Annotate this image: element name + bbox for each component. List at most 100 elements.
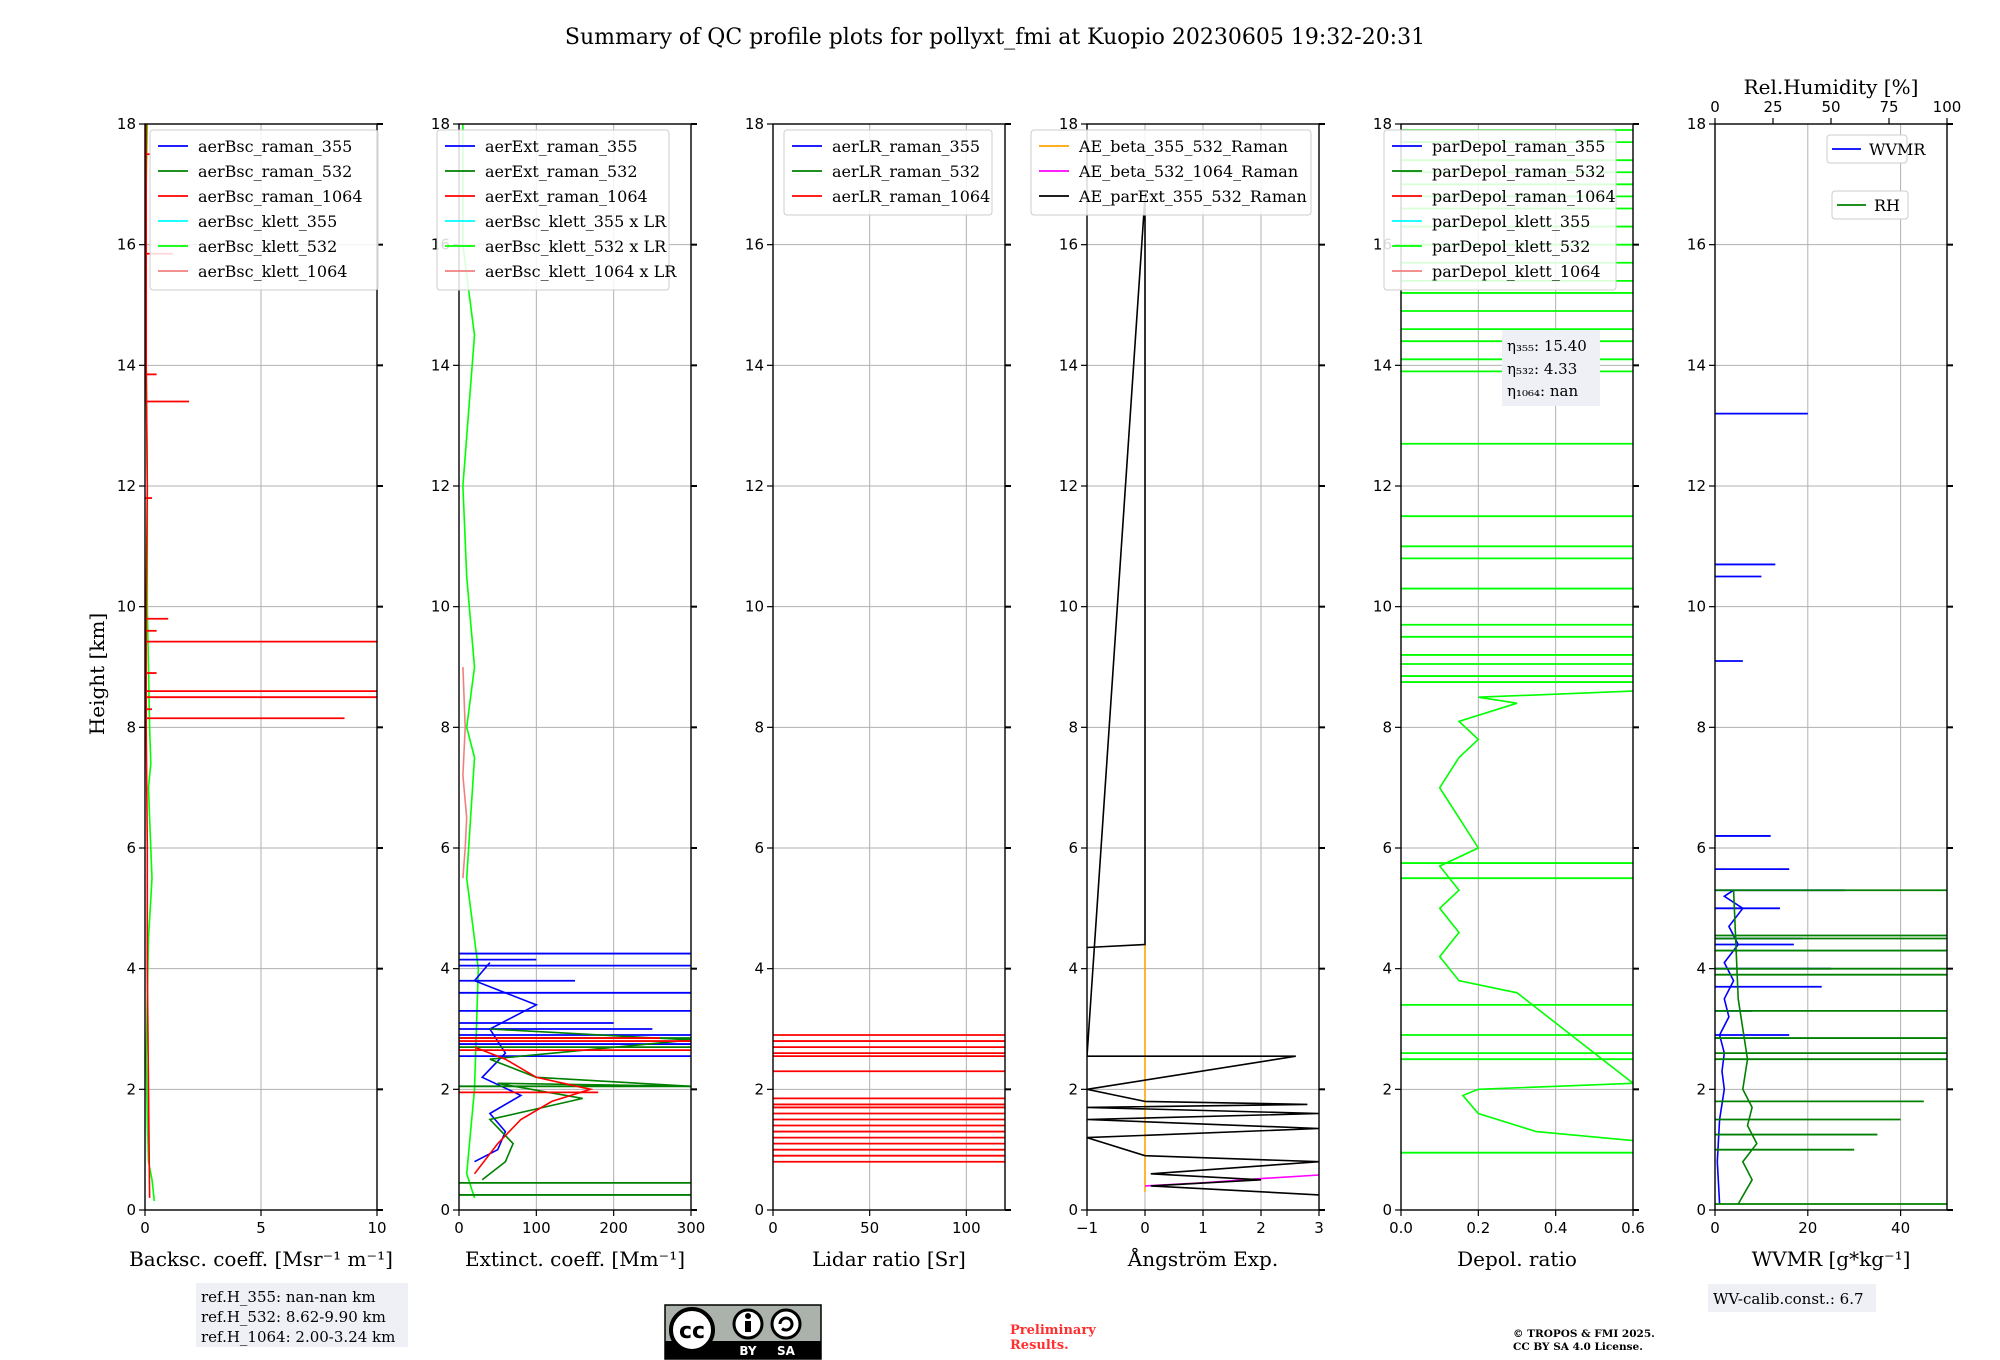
y-tick-label: 16	[745, 236, 764, 254]
x-tick-label: 3	[1314, 1219, 1324, 1237]
y-tick-label: 8	[1068, 718, 1078, 736]
y-tick-label: 6	[440, 839, 450, 857]
preliminary-line1: Preliminary	[1010, 1323, 1096, 1338]
panel-frame	[1714, 123, 1948, 1211]
x-tick-label: 2	[1256, 1219, 1266, 1237]
legend-label: aerBsc_klett_355	[198, 212, 337, 231]
y-tick-label: 4	[754, 960, 764, 978]
series-line	[473, 1046, 594, 1175]
legend-label: AE_beta_355_532_Raman	[1078, 137, 1288, 156]
y-tick-label: 14	[1059, 356, 1078, 374]
panel-5: 0 20 40 0 2 4 6 8 10 12 14 16 18 WVMR [g*kg⁻¹] 0 25 50 75…	[1687, 75, 1961, 1271]
legend-label: aerExt_raman_1064	[485, 187, 648, 206]
y-tick-label: 14	[431, 356, 450, 374]
x-tick-label: 0	[1140, 1219, 1150, 1237]
series-group	[1087, 196, 1319, 1196]
legend-label: aerBsc_klett_532	[198, 237, 337, 256]
legend-label: aerExt_raman_355	[485, 137, 638, 156]
panel-0: 0 5 10 0 2 4 6 8 10 12 14 16 18 Backsc. coeff. [Msr⁻¹…	[117, 115, 393, 1271]
legend-label: aerLR_raman_532	[832, 162, 980, 181]
cc-circle-icon	[669, 1307, 715, 1353]
y-tick-label: 2	[1696, 1080, 1706, 1098]
y-tick-label: 4	[440, 960, 450, 978]
y-tick-label: 4	[126, 960, 136, 978]
y-tick-label: 0	[1696, 1201, 1706, 1219]
legend-label: aerBsc_klett_532 x LR	[485, 237, 667, 256]
sa-share-icon	[770, 1308, 802, 1340]
series-line	[481, 1028, 691, 1181]
top-tick-label: 100	[1933, 98, 1962, 116]
legend-label: AE_parExt_355_532_Raman	[1078, 187, 1307, 206]
top-tick-label: 50	[1821, 98, 1840, 116]
legend-label: aerBsc_klett_1064 x LR	[485, 262, 677, 281]
ref-h-532: ref.H_532: 8.62-9.90 km	[201, 1308, 386, 1326]
x-tick-label: 0	[1710, 1219, 1720, 1237]
x-tick-label: 1	[1198, 1219, 1208, 1237]
series-group	[145, 124, 377, 1202]
y-tick-label: 12	[1059, 477, 1078, 495]
legend-label: parDepol_raman_1064	[1432, 187, 1616, 206]
y-tick-label: 18	[117, 115, 136, 133]
y-tick-label: 6	[126, 839, 136, 857]
legend-box	[1831, 190, 1909, 220]
legend-box	[1383, 129, 1617, 291]
x-axis-label: Lidar ratio [Sr]	[812, 1247, 966, 1271]
panel-1: 0100200300024681012141618Extinct. coeff.…	[431, 115, 705, 1271]
wv-calib-bg	[1708, 1284, 1876, 1312]
eta-532: η₅₃₂: 4.33	[1507, 360, 1577, 378]
y-tick-label: 12	[117, 477, 136, 495]
legend-label: parDepol_klett_1064	[1432, 262, 1601, 281]
legend-box	[149, 129, 379, 291]
y-tick-label: 16	[1059, 236, 1078, 254]
legend-box	[1030, 129, 1312, 216]
copyright-line1: © TROPOS & FMI 2025.	[1513, 1328, 1655, 1340]
legend-label: aerLR_raman_355	[832, 137, 980, 156]
legend-label: parDepol_raman_355	[1432, 137, 1605, 156]
x-tick-label: 5	[256, 1219, 266, 1237]
legend-label: parDepol_klett_532	[1432, 237, 1590, 256]
cc-by-sa-logo: cc BY SA	[664, 1304, 822, 1360]
legend-label: parDepol_klett_355	[1432, 212, 1590, 231]
copyright-line2: CC BY SA 4.0 License.	[1513, 1341, 1643, 1353]
y-tick-label: 8	[126, 718, 136, 736]
y-tick-label: 8	[440, 718, 450, 736]
y-axis-label: Height [km]	[85, 613, 109, 735]
y-tick-label: 16	[1687, 236, 1706, 254]
y-tick-label: 14	[745, 356, 764, 374]
y-tick-label: 14	[1373, 356, 1392, 374]
y-tick-label: 6	[1696, 839, 1706, 857]
x-tick-label: 50	[860, 1219, 879, 1237]
panel-frame	[458, 123, 692, 1211]
series-line	[1087, 196, 1319, 1196]
legend-label: RH	[1874, 196, 1900, 215]
x-tick-label: 200	[599, 1219, 628, 1237]
y-tick-label: 10	[745, 598, 764, 616]
series-line	[145, 124, 151, 1198]
eta-1064: η₁₀₆₄: nan	[1507, 382, 1578, 400]
y-tick-label: 12	[1687, 477, 1706, 495]
x-axis-label: Extinct. coeff. [Mm⁻¹]	[465, 1247, 685, 1271]
eta-355: η₃₅₅: 15.40	[1507, 337, 1587, 355]
legend-label: aerExt_raman_532	[485, 162, 638, 181]
top-tick-label: 75	[1879, 98, 1898, 116]
x-tick-label: 0.4	[1544, 1219, 1568, 1237]
ref-height-box: ref.H_355: nan-nan km ref.H_532: 8.62-9.…	[196, 1283, 408, 1347]
cc-by-text: BY	[739, 1344, 756, 1358]
y-tick-label: 6	[754, 839, 764, 857]
y-tick-label: 4	[1382, 960, 1392, 978]
y-tick-label: 10	[1373, 598, 1392, 616]
series-line	[1732, 890, 1758, 1205]
legend-label: aerBsc_raman_1064	[198, 187, 363, 206]
ref-h-355: ref.H_355: nan-nan km	[201, 1288, 376, 1306]
panel-2: 0 50 100 0 2 4 6 8 10 12 14 16 18 Lidar ratio [Sr] aer…	[745, 115, 1011, 1271]
y-tick-label: 12	[1373, 477, 1392, 495]
top-tick-label: 25	[1763, 98, 1782, 116]
x-tick-label: −1	[1076, 1219, 1098, 1237]
eta-box-bg	[1502, 330, 1600, 406]
y-tick-label: 0	[440, 1201, 450, 1219]
ref-height-box-bg	[196, 1283, 408, 1347]
legend-label: AE_beta_532_1064_Raman	[1078, 162, 1298, 181]
top-tick-label: 0	[1710, 98, 1720, 116]
